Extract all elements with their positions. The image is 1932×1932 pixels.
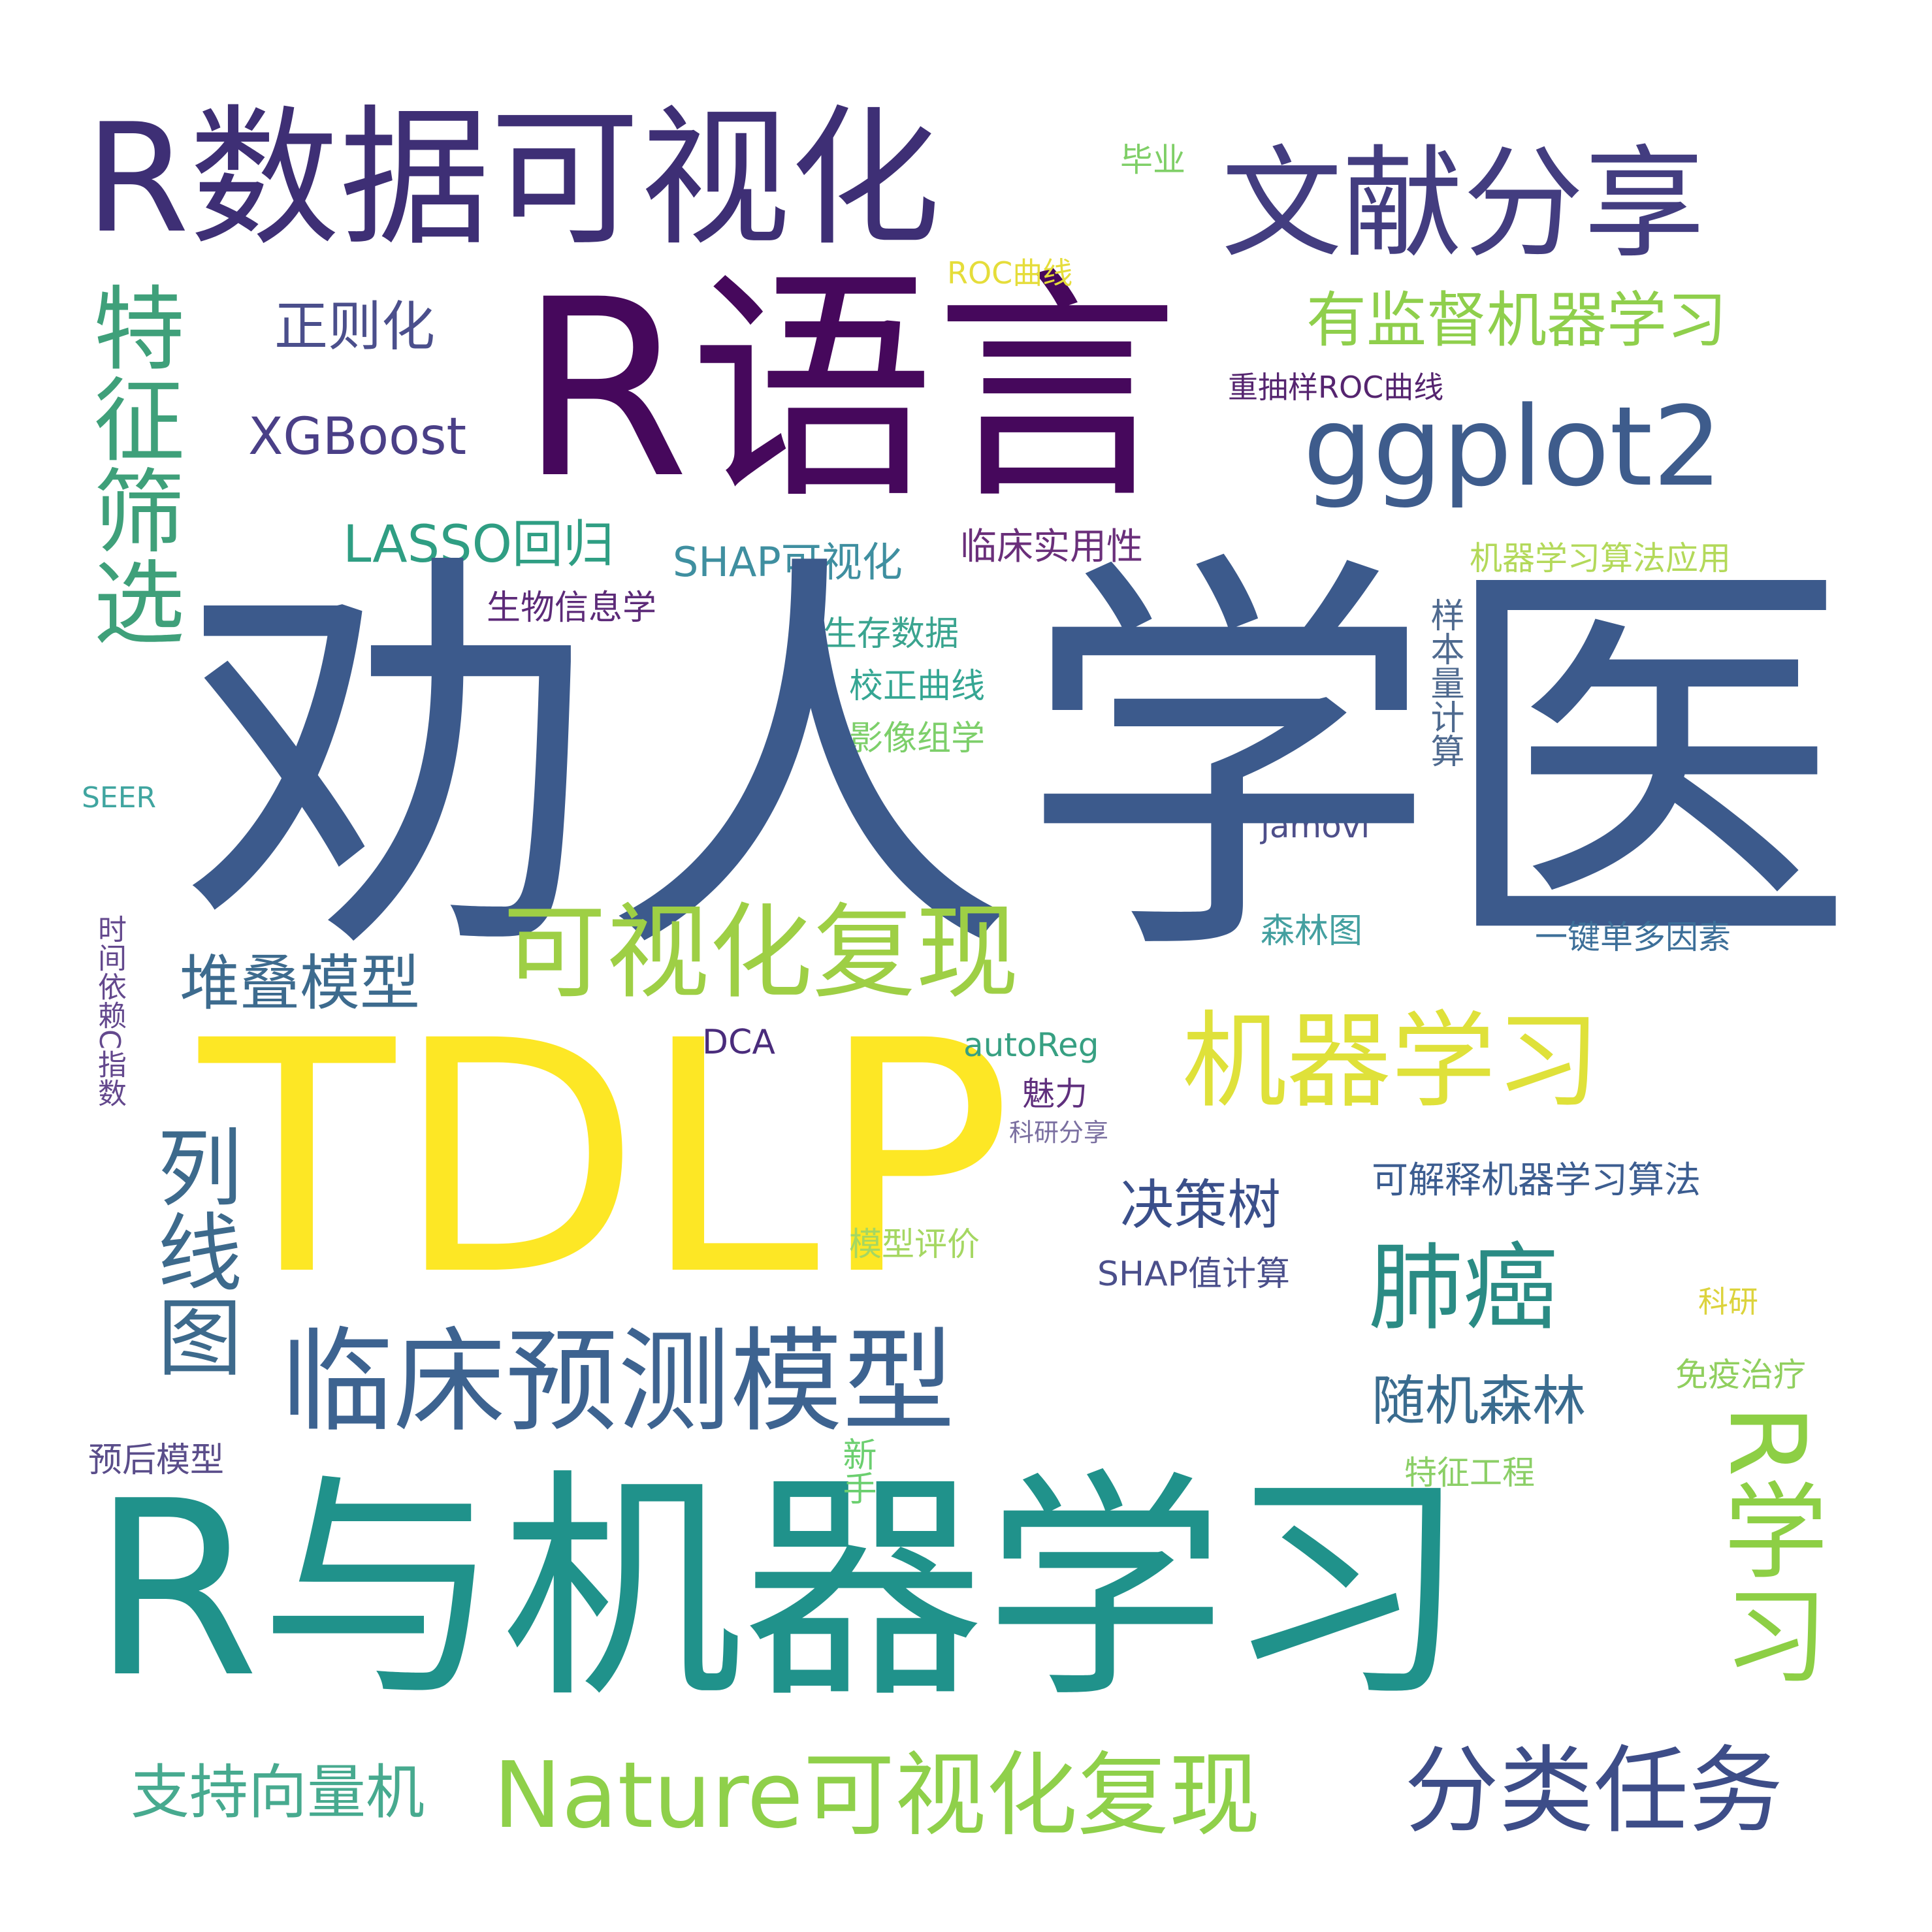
word-lung-cancer: 肺癌 <box>1368 1233 1558 1344</box>
word-novice: 新手 <box>837 1437 876 1505</box>
word-r-data-visualization: R数据可视化 <box>85 92 941 266</box>
word-dissuade-medicine: 劝人学医 <box>183 521 1855 1007</box>
word-radiomics: 影像组学 <box>849 719 986 758</box>
word-support-vector-machine: 支持向量机 <box>131 1758 425 1827</box>
word-calibration-curve: 校正曲线 <box>849 667 986 706</box>
word-model-evaluation: 模型评价 <box>849 1225 980 1263</box>
word-feature-selection: 特征筛选 <box>78 281 184 647</box>
word-feature-engineering: 特征工程 <box>1404 1454 1535 1492</box>
word-research: 科研 <box>1698 1284 1758 1319</box>
word-immunotherapy: 免疫治疗 <box>1675 1356 1806 1394</box>
word-supervised-machine-learning: 有监督机器学习 <box>1306 285 1728 355</box>
word-lasso-regression: LASSO回归 <box>343 515 615 574</box>
word-nature-visualization-reproduction: Nature可视化复现 <box>493 1743 1261 1849</box>
word-clinical-utility: 临床实用性 <box>960 526 1143 568</box>
word-machine-learning: 机器学习 <box>1182 1000 1601 1122</box>
word-time-dependent-c-index: 时间依赖C指数 <box>93 914 126 1107</box>
word-jamovi: jamovi <box>1261 807 1370 845</box>
word-graduation: 毕业 <box>1120 141 1185 179</box>
word-r-and-machine-learning: R与机器学习 <box>91 1450 1468 1731</box>
word-prognostic-model: 预后模型 <box>88 1441 225 1480</box>
word-visualization-reproduction: 可视化复现 <box>503 893 1019 1013</box>
word-forest-plot: 森林图 <box>1261 912 1363 951</box>
word-charm: 魅力 <box>1022 1075 1087 1113</box>
word-tdlp: TDLP <box>199 973 1013 1345</box>
word-autoreg: autoReg <box>963 1026 1099 1064</box>
word-clinical-prediction-model: 临床预测模型 <box>281 1316 955 1447</box>
word-literature-sharing: 文献分享 <box>1221 133 1705 274</box>
word-nomogram: 列线图 <box>143 1123 242 1378</box>
word-ggplot2: ggplot2 <box>1303 383 1723 511</box>
word-survival-data: 生存数据 <box>823 615 959 654</box>
word-stacking-model: 堆叠模型 <box>180 948 421 1018</box>
word-shap-visualization: SHAP可视化 <box>673 538 903 586</box>
word-regularization: 正则化 <box>274 296 436 358</box>
word-r-language: R语言 <box>519 248 1180 532</box>
word-one-click-uni-multi: 一键单多因素 <box>1535 918 1731 956</box>
word-sample-size-calculation: 样本量计算 <box>1425 598 1464 767</box>
word-decision-tree: 决策树 <box>1120 1174 1281 1236</box>
word-shap-value-calculation: SHAP值计算 <box>1097 1255 1291 1294</box>
word-resampling-roc: 重抽样ROC曲线 <box>1228 370 1444 405</box>
word-roc-curve: ROC曲线 <box>947 255 1073 291</box>
word-research-sharing: 科研分享 <box>1009 1118 1109 1147</box>
word-r-learning: R学习 <box>1706 1404 1828 1686</box>
word-ml-algorithm-application: 机器学习算法应用 <box>1470 539 1731 577</box>
word-random-forest: 随机森林 <box>1372 1370 1586 1432</box>
word-seer: SEER <box>82 781 157 814</box>
word-dca: DCA <box>702 1023 775 1062</box>
word-bioinformatics: 生物信息学 <box>487 588 657 628</box>
word-explainable-ml-algorithm: 可解释机器学习算法 <box>1372 1159 1701 1202</box>
word-classification-task: 分类任务 <box>1404 1736 1783 1846</box>
word-xgboost: XGBoost <box>248 408 467 466</box>
